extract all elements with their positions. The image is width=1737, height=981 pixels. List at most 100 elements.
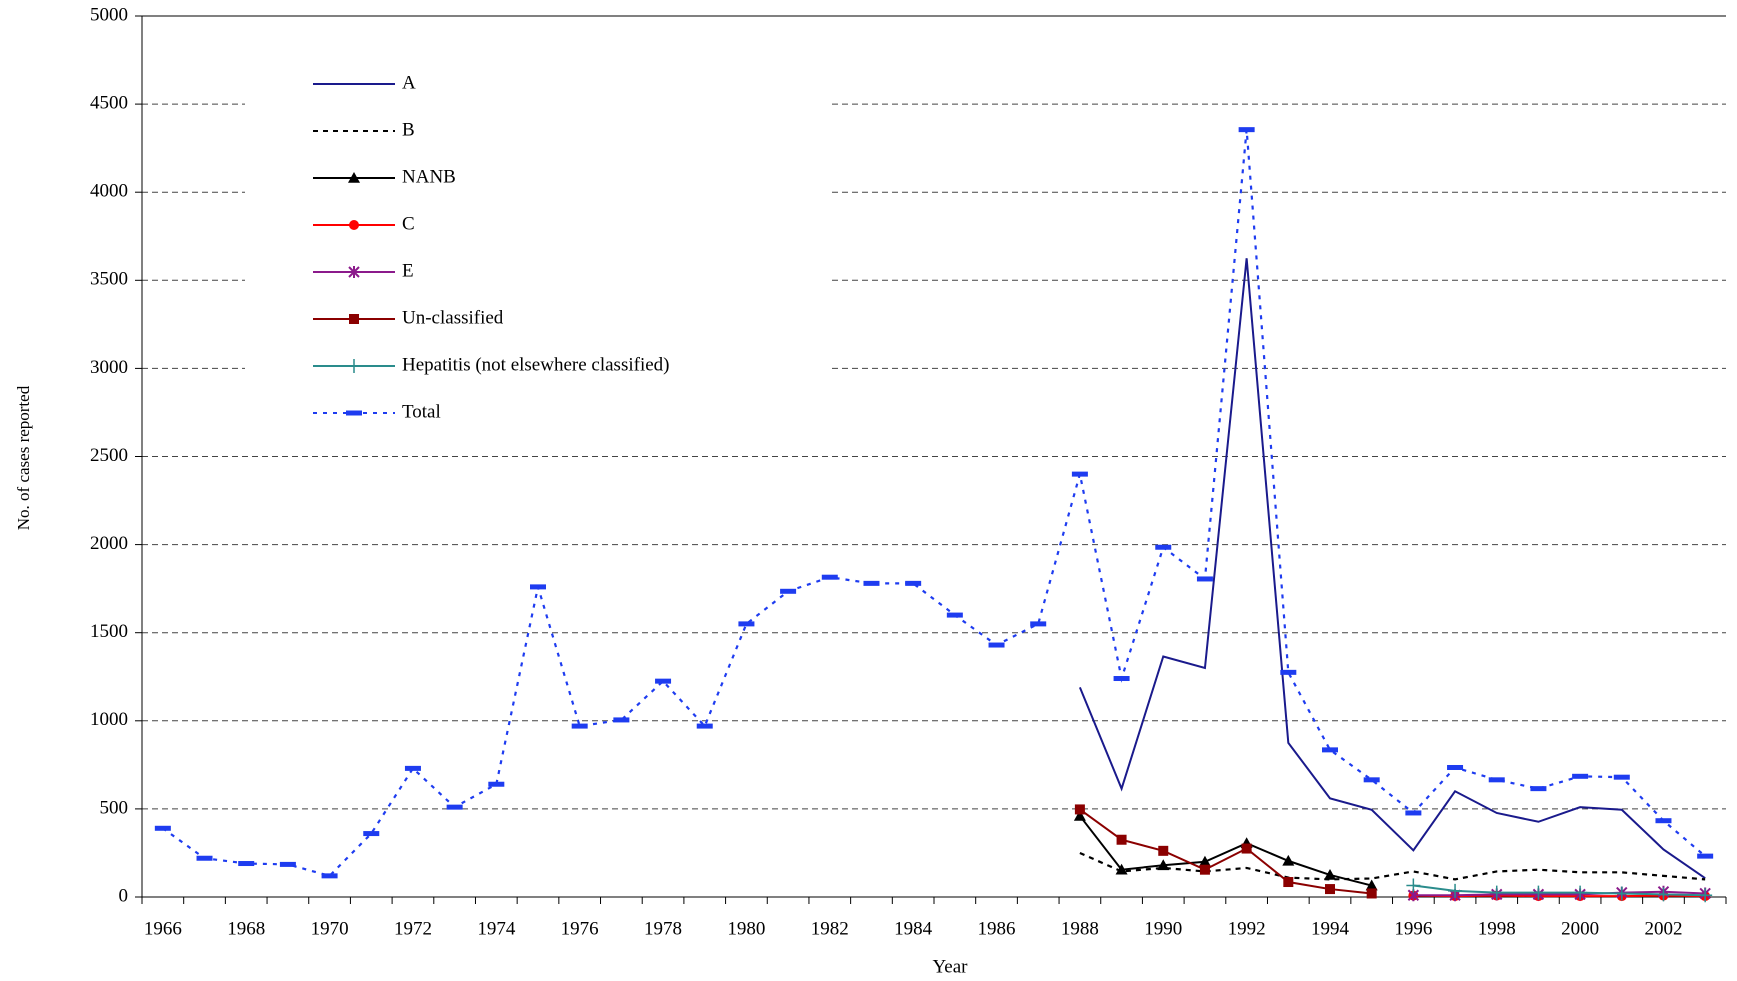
marker	[446, 804, 463, 810]
marker	[738, 621, 755, 627]
series-line	[162, 129, 1706, 878]
x-tick-label: 1984	[894, 918, 933, 939]
marker	[1280, 669, 1297, 675]
legend-label: B	[402, 119, 415, 140]
y-tick-label: 5000	[90, 4, 128, 25]
series-line	[1079, 851, 1706, 881]
marker	[238, 861, 255, 867]
marker	[1365, 879, 1378, 891]
marker	[348, 266, 360, 278]
marker	[1324, 868, 1336, 880]
x-tick-label: 1998	[1478, 918, 1516, 939]
x-tick-label: 1990	[1144, 918, 1182, 939]
marker	[349, 220, 359, 230]
marker	[348, 172, 360, 183]
marker	[1198, 855, 1211, 867]
marker	[1030, 621, 1047, 627]
x-tick-label: 1996	[1394, 918, 1432, 939]
marker	[613, 717, 630, 723]
marker	[1116, 834, 1127, 845]
legend-label: Un-classified	[402, 307, 504, 328]
marker	[1155, 544, 1172, 550]
marker	[1157, 859, 1170, 871]
marker	[1656, 887, 1671, 902]
legend-label: A	[402, 72, 416, 93]
marker	[1572, 773, 1589, 779]
x-tick-label: 1994	[1311, 918, 1350, 939]
legend-background	[245, 70, 832, 440]
marker	[988, 642, 1005, 648]
x-tick-label: 2002	[1644, 918, 1682, 939]
marker	[1488, 777, 1505, 783]
marker	[1406, 878, 1421, 893]
marker	[1071, 471, 1088, 477]
marker	[1405, 810, 1422, 816]
marker	[1238, 127, 1255, 133]
marker	[1325, 884, 1335, 895]
marker	[1697, 853, 1714, 859]
y-tick-label: 2000	[90, 533, 128, 554]
marker	[196, 855, 213, 861]
marker	[488, 781, 505, 787]
y-tick-label: 2500	[90, 445, 128, 466]
marker	[347, 359, 361, 373]
marker	[1073, 809, 1086, 821]
marker	[1655, 818, 1672, 824]
y-tick-label: 1500	[90, 621, 128, 642]
marker	[404, 765, 421, 771]
marker	[1531, 885, 1546, 900]
legend-label: NANB	[402, 166, 456, 187]
y-tick-label: 500	[100, 797, 129, 818]
x-tick-label: 1980	[727, 918, 765, 939]
marker	[1282, 854, 1295, 866]
legend-label: E	[402, 260, 414, 281]
marker	[1366, 888, 1377, 899]
marker	[1115, 863, 1128, 875]
marker	[1158, 845, 1169, 856]
y-tick-label: 4000	[90, 181, 128, 202]
legend-label: Hepatitis (not elsewhere classified)	[402, 354, 669, 375]
marker	[1196, 576, 1213, 582]
y-tick-label: 1000	[90, 709, 128, 730]
series-line	[1413, 890, 1706, 897]
marker	[1613, 774, 1630, 780]
marker	[1113, 676, 1130, 682]
series-line	[1079, 815, 1372, 887]
marker	[780, 588, 797, 594]
y-tick-label: 3000	[90, 357, 128, 378]
marker	[363, 831, 380, 837]
marker	[1489, 885, 1504, 900]
marker	[1573, 885, 1588, 900]
marker	[571, 723, 588, 729]
series-line	[1079, 808, 1372, 895]
y-tick-label: 0	[119, 885, 129, 906]
marker	[821, 574, 838, 580]
marker	[346, 410, 362, 416]
marker	[154, 825, 171, 831]
marker	[530, 584, 546, 590]
x-axis-title: Year	[932, 956, 968, 977]
marker	[321, 873, 338, 879]
y-axis-title: No. of cases reported	[14, 385, 33, 530]
marker	[946, 612, 963, 618]
marker	[905, 580, 922, 586]
x-tick-label: 1974	[477, 918, 516, 939]
y-tick-label: 4500	[90, 92, 128, 113]
x-tick-label: 1966	[144, 918, 182, 939]
x-tick-label: 1972	[394, 918, 432, 939]
x-tick-label: 2000	[1561, 918, 1599, 939]
marker	[1363, 777, 1380, 783]
x-tick-label: 1986	[978, 918, 1016, 939]
series-line	[1078, 258, 1706, 879]
x-tick-label: 1968	[227, 918, 265, 939]
marker	[1448, 883, 1463, 898]
x-tick-label: 1982	[811, 918, 849, 939]
x-tick-label: 1970	[311, 918, 349, 939]
marker	[349, 314, 359, 324]
marker	[655, 678, 672, 684]
marker	[1447, 764, 1464, 770]
marker	[696, 723, 713, 729]
marker	[1199, 864, 1210, 875]
marker	[279, 861, 296, 867]
